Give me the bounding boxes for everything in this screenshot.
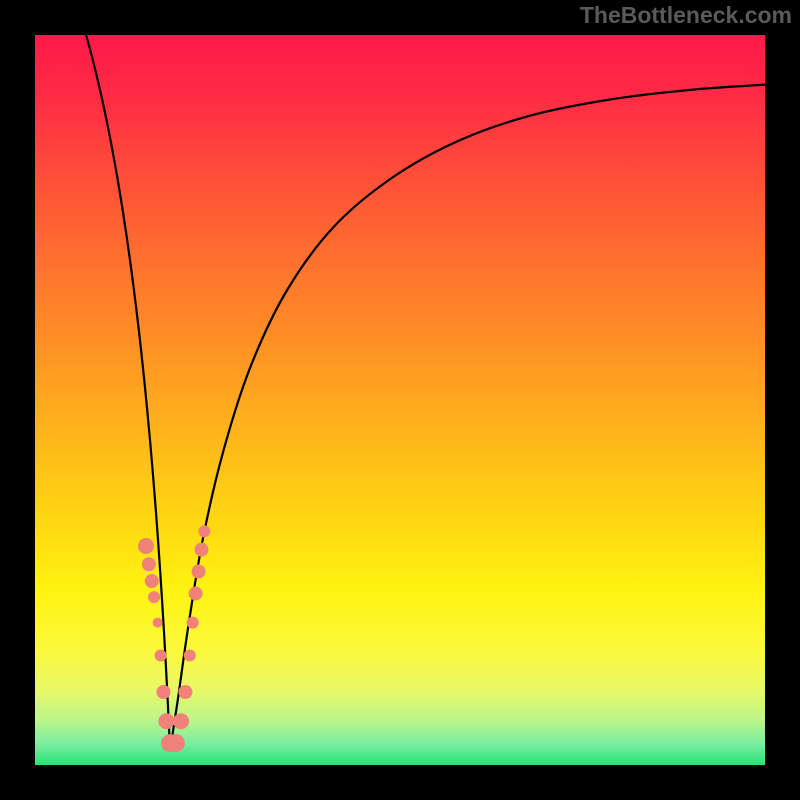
bottleneck-chart: TheBottleneck.com [0,0,800,800]
marker-dot [155,650,167,662]
marker-dot [142,557,156,571]
marker-dot [192,565,206,579]
marker-dot [184,650,196,662]
marker-dot [189,586,203,600]
marker-dot [138,538,154,554]
marker-dot [173,713,189,729]
chart-svg [0,0,800,800]
marker-dot [153,618,163,628]
marker-dot [178,685,192,699]
marker-dot [156,685,170,699]
marker-dot [194,543,208,557]
plot-area [35,35,765,765]
marker-dot [148,591,160,603]
marker-dot [198,525,210,537]
marker-dot [187,617,199,629]
marker-dot [145,574,159,588]
marker-dot [167,734,185,752]
marker-dot [158,713,174,729]
